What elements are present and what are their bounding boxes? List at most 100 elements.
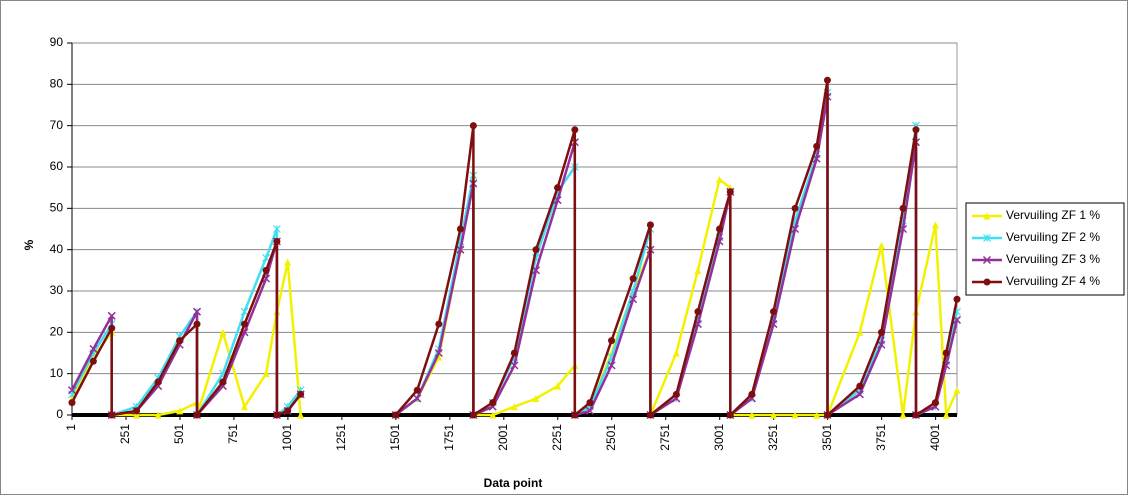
- legend-box: [965, 202, 1125, 296]
- marker: [769, 308, 777, 316]
- marker: [469, 411, 477, 419]
- marker: [726, 188, 734, 196]
- legend-label: Vervuiling ZF 2 %: [1006, 230, 1100, 244]
- legend-label: Vervuiling ZF 4 %: [1006, 274, 1100, 288]
- marker: [413, 386, 421, 394]
- y-tick-label: 50: [50, 201, 64, 215]
- y-tick-label: 40: [50, 242, 64, 256]
- marker: [489, 399, 497, 407]
- marker: [748, 411, 756, 419]
- marker: [273, 411, 281, 419]
- marker: [982, 255, 992, 265]
- marker: [856, 328, 864, 336]
- marker: [531, 266, 541, 275]
- marker: [912, 126, 920, 134]
- marker: [571, 411, 579, 419]
- marker: [607, 361, 616, 370]
- marker: [510, 349, 518, 357]
- x-tick-label: 251: [118, 424, 132, 444]
- marker: [931, 221, 939, 229]
- x-tick-label: 2751: [658, 424, 672, 451]
- marker: [193, 320, 201, 328]
- marker: [823, 411, 831, 419]
- marker: [532, 246, 540, 254]
- marker: [456, 245, 465, 254]
- x-tick-label: 1: [64, 424, 78, 431]
- marker: [953, 386, 961, 394]
- x-tick-label: 501: [172, 424, 186, 444]
- marker: [813, 411, 821, 419]
- x-tick-label: 3501: [820, 424, 834, 451]
- marker: [694, 308, 702, 316]
- marker: [694, 266, 702, 274]
- marker: [297, 411, 305, 419]
- x-tick-label: 1001: [280, 424, 294, 451]
- marker: [899, 204, 907, 212]
- marker: [434, 348, 443, 358]
- marker: [510, 361, 519, 370]
- marker: [823, 76, 831, 84]
- marker: [983, 234, 991, 242]
- marker: [154, 378, 162, 386]
- marker: [646, 221, 654, 229]
- marker: [629, 295, 638, 304]
- x-tick-label: 4001: [928, 424, 942, 451]
- marker: [877, 328, 885, 336]
- marker: [67, 386, 77, 395]
- x-tick-label: 2501: [604, 424, 618, 451]
- marker: [769, 411, 777, 419]
- marker: [586, 399, 594, 407]
- marker: [392, 411, 400, 419]
- marker: [413, 394, 422, 403]
- marker: [68, 399, 76, 407]
- marker: [532, 394, 540, 402]
- marker: [219, 378, 227, 386]
- marker: [297, 390, 305, 398]
- marker: [726, 411, 734, 419]
- marker: [262, 254, 271, 262]
- x-tick-label: 1501: [388, 424, 402, 451]
- x-tick-label: 3251: [766, 424, 780, 451]
- marker: [899, 411, 907, 419]
- marker: [107, 311, 116, 320]
- marker: [855, 390, 864, 399]
- marker: [629, 275, 637, 283]
- x-axis-title: Data point: [484, 476, 543, 490]
- marker: [456, 225, 464, 233]
- marker: [154, 411, 162, 419]
- marker: [877, 242, 885, 250]
- legend-label: Vervuiling ZF 1 %: [1006, 208, 1100, 222]
- x-tick-label: 751: [226, 424, 240, 444]
- marker: [791, 204, 799, 212]
- marker: [877, 340, 886, 349]
- marker: [272, 225, 281, 233]
- marker: [240, 307, 249, 316]
- marker: [176, 407, 184, 415]
- y-tick-label: 70: [50, 118, 64, 132]
- y-tick-label: 20: [50, 325, 64, 339]
- marker: [952, 315, 962, 324]
- marker: [241, 320, 249, 328]
- marker: [89, 357, 97, 365]
- marker: [646, 411, 654, 419]
- marker: [192, 307, 202, 316]
- marker: [672, 390, 680, 398]
- marker: [469, 122, 477, 130]
- y-tick-label: 60: [50, 159, 64, 173]
- marker: [608, 337, 616, 345]
- marker: [273, 237, 281, 245]
- marker: [133, 407, 141, 415]
- marker: [510, 403, 518, 411]
- marker: [89, 344, 98, 353]
- marker: [585, 406, 594, 415]
- marker: [716, 175, 724, 183]
- marker: [983, 212, 991, 220]
- marker: [108, 411, 116, 419]
- marker: [672, 349, 680, 357]
- marker: [571, 126, 579, 134]
- series: [68, 76, 961, 419]
- marker: [176, 337, 184, 345]
- marker: [856, 382, 864, 390]
- marker: [554, 382, 562, 390]
